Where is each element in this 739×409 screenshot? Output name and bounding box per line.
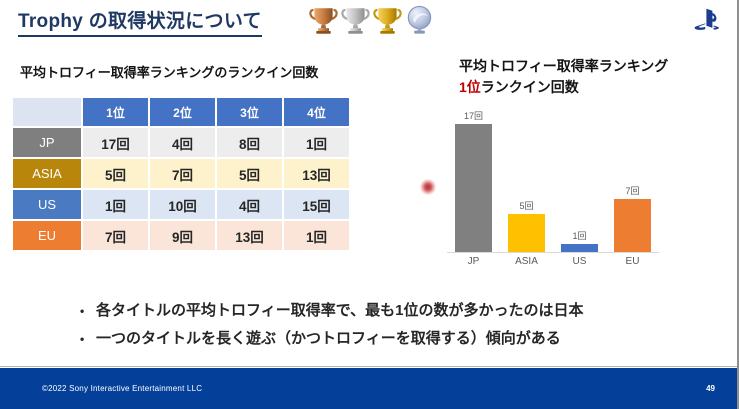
bar-slot-jp: 17回 JP (447, 109, 500, 267)
trophy-icons (308, 4, 435, 37)
cell-asia-2: 7回 (150, 159, 215, 188)
gold-trophy-icon (373, 8, 402, 34)
table-title: 平均トロフィー取得率ランキングのランクイン回数 (20, 65, 319, 80)
cell-eu-2: 9回 (150, 221, 215, 250)
laser-pointer-dot (420, 179, 436, 195)
chart-title-line1: 平均トロフィー取得率ランキング (459, 58, 669, 74)
cell-eu-4: 1回 (284, 221, 349, 250)
chart-title-highlight: 1位 (459, 79, 481, 95)
col-header-2: 2位 (150, 98, 215, 126)
bar-category-label: JP (467, 256, 480, 267)
bar-value-label: 1回 (572, 231, 587, 241)
bar-rect-asia (508, 214, 545, 252)
chart-title: 平均トロフィー取得率ランキング 1位ランクイン回数 (459, 56, 668, 98)
chart-title-line2-rest: ランクイン回数 (480, 79, 579, 95)
footer-bar: ©2022 Sony Interactive Entertainment LLC… (0, 368, 739, 409)
cell-asia-4: 13回 (284, 159, 349, 188)
cell-us-2: 10回 (150, 190, 215, 219)
bullet-text-1: 各タイトルの平均トロフィー取得率で、最も1位の数が多かったのは日本 (96, 302, 584, 319)
cell-jp-3: 8回 (217, 128, 282, 157)
table-row-asia: ASIA 5回 7回 5回 13回 (13, 159, 349, 188)
platinum-trophy-icon (407, 5, 432, 34)
table-header-row: 1位 2位 3位 4位 (13, 98, 349, 126)
bar-rect-us (561, 244, 598, 252)
bullet-item-1: • 各タイトルの平均トロフィー取得率で、最も1位の数が多かったのは日本 (80, 297, 583, 325)
row-label-asia: ASIA (13, 159, 81, 188)
cell-jp-1: 17回 (83, 128, 148, 157)
bar-value-label: 5回 (519, 201, 534, 211)
cell-us-3: 4回 (217, 190, 282, 219)
rank-table: 1位 2位 3位 4位 JP 17回 4回 8回 1回 ASIA 5回 7回 5… (11, 96, 351, 252)
bar-rect-eu (614, 199, 651, 252)
bullet-dot-icon: • (80, 332, 85, 346)
page-title: Trophy の取得状況について (18, 6, 262, 37)
cell-asia-3: 5回 (217, 159, 282, 188)
bronze-trophy-icon (309, 8, 338, 34)
col-header-4: 4位 (284, 98, 349, 126)
cell-eu-1: 7回 (83, 221, 148, 250)
row-label-eu: EU (13, 221, 81, 250)
bullet-text-2: 一つのタイトルを長く遊ぶ（かつトロフィーを取得する）傾向がある (96, 330, 561, 347)
table-row-us: US 1回 10回 4回 15回 (13, 190, 349, 219)
copyright-text: ©2022 Sony Interactive Entertainment LLC (42, 384, 203, 393)
cell-us-1: 1回 (83, 190, 148, 219)
bar-chart: 17回 JP 5回 ASIA 1回 US 7回 EU (447, 109, 659, 267)
row-label-jp: JP (13, 128, 81, 157)
cell-jp-2: 4回 (150, 128, 215, 157)
bar-slot-asia: 5回 ASIA (500, 109, 553, 267)
playstation-logo-icon (692, 7, 722, 37)
cell-jp-4: 1回 (284, 128, 349, 157)
bar-rect-jp (455, 124, 492, 252)
cell-asia-1: 5回 (83, 159, 148, 188)
bullet-dot-icon: • (80, 304, 85, 318)
silver-trophy-icon (341, 8, 370, 34)
bullet-list: • 各タイトルの平均トロフィー取得率で、最も1位の数が多かったのは日本 • 一つ… (80, 297, 583, 353)
col-header-1: 1位 (83, 98, 148, 126)
bar-slot-us: 1回 US (553, 109, 606, 267)
slide-right-edge (737, 0, 739, 409)
bullet-item-2: • 一つのタイトルを長く遊ぶ（かつトロフィーを取得する）傾向がある (80, 325, 583, 353)
page-number: 49 (706, 384, 715, 393)
cell-eu-3: 13回 (217, 221, 282, 250)
bar-category-label: EU (625, 256, 640, 267)
table-row-eu: EU 7回 9回 13回 1回 (13, 221, 349, 250)
bar-slot-eu: 7回 EU (606, 109, 659, 267)
cell-us-4: 15回 (284, 190, 349, 219)
row-label-us: US (13, 190, 81, 219)
bar-value-label: 7回 (625, 186, 640, 196)
bar-category-label: ASIA (515, 256, 538, 267)
table-corner-cell (13, 98, 81, 126)
col-header-3: 3位 (217, 98, 282, 126)
table-row-jp: JP 17回 4回 8回 1回 (13, 128, 349, 157)
bar-category-label: US (572, 256, 587, 267)
bar-value-label: 17回 (463, 111, 483, 121)
footer-divider (0, 366, 739, 367)
